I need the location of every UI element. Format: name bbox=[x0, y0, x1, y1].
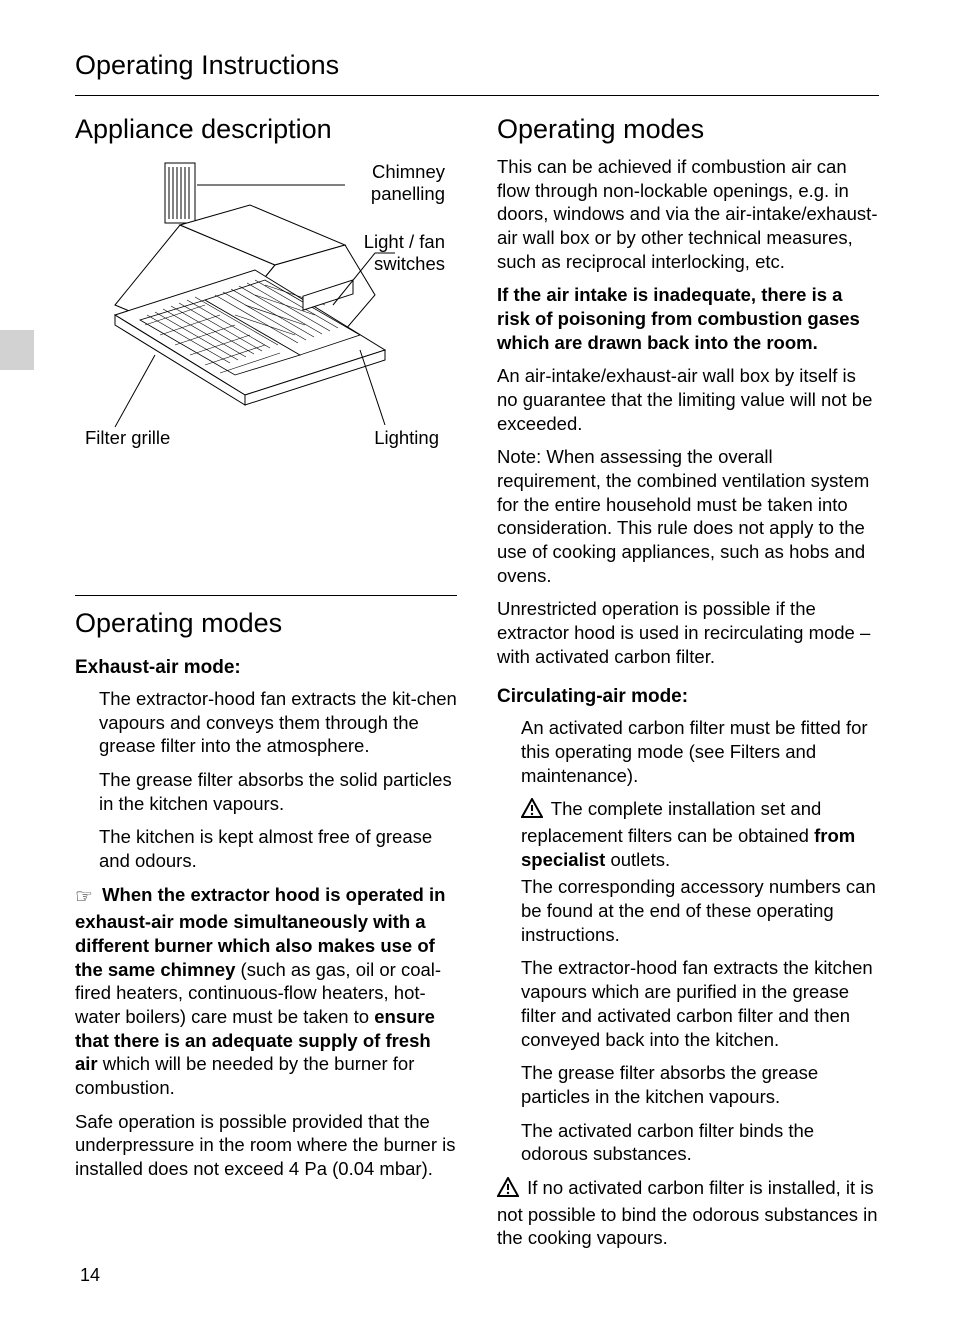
circ-p5: The activated carbon filter binds the od… bbox=[521, 1119, 879, 1166]
circ-list: An activated carbon filter must be fitte… bbox=[497, 716, 879, 1165]
exhaust-p4: Safe operation is possible provided that… bbox=[75, 1110, 457, 1181]
circ-p2: The complete installation set and replac… bbox=[521, 797, 879, 871]
section-operating-modes-left: Operating modes bbox=[75, 608, 457, 639]
circ-p3: The extractor-hood fan extracts the kitc… bbox=[521, 956, 879, 1051]
left-section2-rule bbox=[75, 595, 457, 596]
left-column: Appliance description bbox=[75, 102, 457, 1260]
section-operating-modes-right: Operating modes bbox=[497, 114, 879, 145]
exhaust-p2: The grease filter absorbs the solid part… bbox=[99, 768, 457, 815]
diagram-label-lighting: Lighting bbox=[374, 427, 439, 449]
warning-icon bbox=[497, 1177, 519, 1203]
page: Operating Instructions Appliance descrip… bbox=[0, 0, 954, 1326]
circ-warning: If no activated carbon filter is install… bbox=[497, 1176, 879, 1250]
circ-p2b: The corresponding accessory numbers can … bbox=[521, 875, 879, 946]
circ-p4: The grease filter absorbs the grease par… bbox=[521, 1061, 879, 1108]
circ-p1: An activated carbon filter must be fitte… bbox=[521, 716, 879, 787]
sub-circulating-air: Circulating-air mode: bbox=[497, 686, 879, 708]
right-p4: Note: When assessing the overall require… bbox=[497, 445, 879, 587]
warning-icon bbox=[521, 798, 543, 824]
sub-exhaust-air: Exhaust-air mode: bbox=[75, 657, 457, 679]
hand-icon: ☞ bbox=[75, 885, 93, 911]
diagram-label-switches: Light / fanswitches bbox=[364, 231, 445, 275]
right-p3: An air-intake/exhaust-air wall box by it… bbox=[497, 364, 879, 435]
right-p1: This can be achieved if combustion air c… bbox=[497, 155, 879, 273]
right-p5: Unrestricted operation is possible if th… bbox=[497, 597, 879, 668]
section-appliance-description: Appliance description bbox=[75, 114, 457, 145]
right-column: Operating modes This can be achieved if … bbox=[497, 102, 879, 1260]
exhaust-warning: ☞ When the extractor hood is operated in… bbox=[75, 883, 457, 1100]
diagram-label-chimney: Chimneypanelling bbox=[371, 161, 445, 205]
right-p2-bold: If the air intake is inadequate, there i… bbox=[497, 283, 879, 354]
exhaust-p1: The extractor-hood fan extracts the kit-… bbox=[99, 687, 457, 758]
title-rule bbox=[75, 95, 879, 96]
exhaust-list: The extractor-hood fan extracts the kit-… bbox=[75, 687, 457, 873]
columns: Appliance description bbox=[75, 102, 879, 1260]
exhaust-p3: The kitchen is kept almost free of greas… bbox=[99, 825, 457, 872]
page-title: Operating Instructions bbox=[75, 50, 879, 81]
diagram-label-filter: Filter grille bbox=[85, 427, 170, 449]
appliance-diagram: Chimneypanelling Light / fanswitches Fil… bbox=[85, 155, 445, 455]
page-number: 14 bbox=[80, 1265, 100, 1286]
